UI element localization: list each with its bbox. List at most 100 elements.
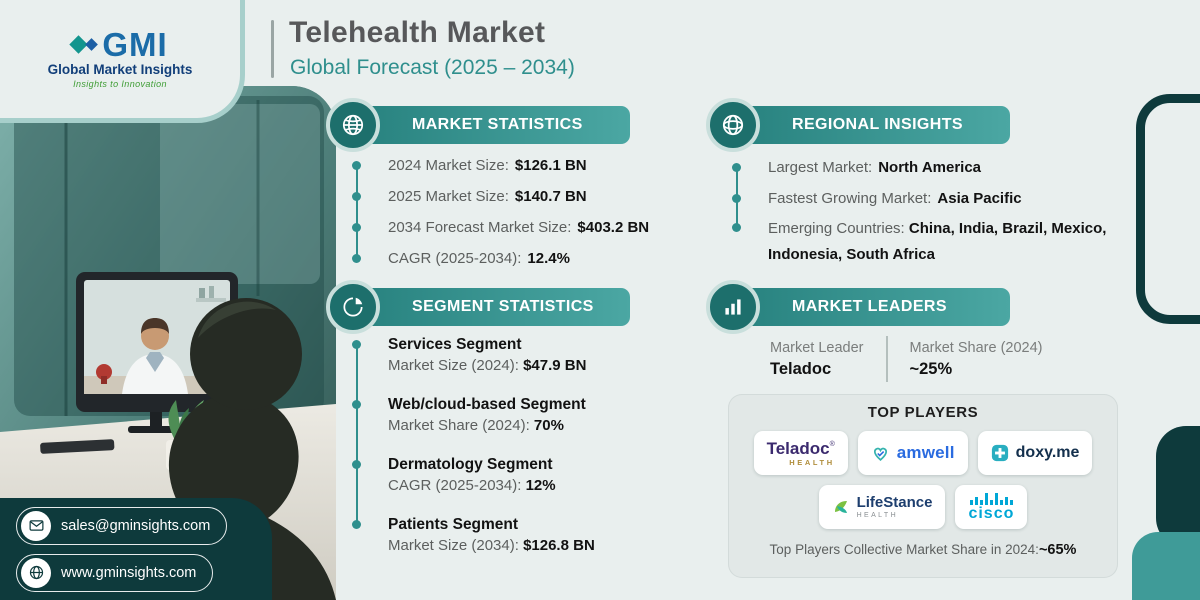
regional-insights-title: REGIONAL INSIGHTS: [792, 116, 963, 133]
regional-value: Asia Pacific: [937, 190, 1022, 207]
decorative-teal-shape: [1132, 532, 1200, 600]
cisco-bars-icon: [970, 493, 1014, 505]
market-stat-item: 2025 Market Size: $140.7 BN: [352, 181, 662, 212]
stat-value: $403.2 BN: [577, 219, 650, 236]
stat-value: $126.1 BN: [514, 157, 587, 174]
stat-label: 2025 Market Size:: [388, 188, 509, 205]
amwell-heart-icon: [873, 447, 887, 461]
top-players-row-2: LifeStance HEALTH cisco: [728, 485, 1118, 529]
regional-value: North America: [878, 159, 982, 176]
market-leaders-title: MARKET LEADERS: [792, 298, 947, 315]
segment-name: Web/cloud-based Segment: [388, 396, 586, 413]
lifestance-logo-text: LifeStance: [856, 494, 933, 511]
regional-label: Fastest Growing Market:: [768, 190, 932, 207]
market-statistics-header: MARKET STATISTICS: [326, 98, 630, 152]
lifestance-logo: LifeStance HEALTH: [818, 485, 946, 529]
gmi-logo-text: GMI: [102, 25, 168, 63]
segment-item: Dermatology Segment CAGR (2025-2034): 12…: [352, 454, 672, 497]
segment-label: CAGR (2025-2034):: [388, 477, 522, 494]
top-players-title: TOP PLAYERS: [867, 404, 979, 421]
market-statistics-globe-icon: [326, 98, 380, 152]
market-leaders-header: MARKET LEADERS: [706, 280, 1010, 334]
market-leader-block: Market Leader Teladoc: [770, 340, 864, 379]
segment-label: Market Size (2034):: [388, 537, 519, 554]
regional-value: China, India, Brazil, Mexico, Indonesia,…: [768, 220, 1107, 263]
cisco-logo: cisco: [955, 485, 1028, 529]
stat-value: 12.4%: [527, 250, 570, 267]
market-share-label: Market Share (2024): [909, 339, 1043, 356]
segment-statistics-header: SEGMENT STATISTICS: [326, 280, 630, 334]
market-statistics-list: 2024 Market Size: $126.1 BN 2025 Market …: [352, 150, 662, 274]
contact-bar: sales@gminsights.com www.gminsights.com: [0, 498, 272, 600]
segment-item: Patients Segment Market Size (2034): $12…: [352, 514, 672, 557]
doxyme-logo-text: doxy.me: [1015, 444, 1080, 461]
amwell-logo-text: amwell: [896, 443, 955, 462]
segment-value: 12%: [525, 477, 556, 494]
teladoc-registered-mark: ®: [829, 440, 835, 448]
regional-item: Largest Market: North America: [732, 152, 1112, 183]
regional-label: Largest Market:: [768, 159, 873, 176]
regional-item: Emerging Countries: China, India, Brazil…: [732, 214, 1112, 268]
regional-insights-header: REGIONAL INSIGHTS: [706, 98, 1010, 152]
lifestance-leaf-icon: [834, 501, 847, 513]
contact-email-link[interactable]: sales@gminsights.com: [16, 506, 228, 545]
segment-label: Market Share (2024):: [388, 417, 530, 434]
segment-label: Market Size (2024):: [388, 357, 519, 374]
segment-value: $126.8 BN: [523, 537, 595, 554]
regional-label: Emerging Countries:: [768, 220, 905, 237]
decorative-dark-shape: [1156, 426, 1200, 548]
segment-value: $47.9 BN: [523, 357, 587, 374]
gmi-logo-name: Global Market Insights: [47, 61, 193, 77]
top-players-card: TOP PLAYERS Teladoc ® HEALTH amwell doxy.…: [728, 394, 1118, 578]
teladoc-logo-subtext: HEALTH: [789, 457, 835, 467]
cisco-logo-text: cisco: [968, 505, 1015, 522]
gmi-logo-row: GMI: [69, 25, 168, 63]
segment-item: Web/cloud-based Segment Market Share (20…: [352, 394, 672, 437]
teladoc-logo-text: Teladoc: [766, 438, 830, 458]
stat-label: CAGR (2025-2034):: [388, 250, 522, 267]
market-stat-item: 2024 Market Size: $126.1 BN: [352, 150, 662, 181]
top-players-footer-label: Top Players Collective Market Share in 2…: [769, 542, 1039, 557]
teladoc-logo: Teladoc ® HEALTH: [753, 431, 848, 475]
contact-website-link[interactable]: www.gminsights.com: [16, 553, 214, 592]
regional-item: Fastest Growing Market: Asia Pacific: [732, 183, 1112, 214]
contact-website-text: www.gminsights.com: [61, 564, 197, 581]
stat-label: 2024 Market Size:: [388, 157, 509, 174]
market-leaders-chart-icon: [706, 280, 760, 334]
page-title: Telehealth Market: [289, 16, 546, 49]
globe-icon: [21, 557, 51, 588]
lifestance-logo-subtext: HEALTH: [856, 512, 899, 519]
gmi-logo-tagline: Insights to Innovation: [73, 78, 167, 89]
title-divider: [271, 20, 274, 78]
market-share-value: ~25%: [909, 359, 953, 378]
regional-insights-list: Largest Market: North America Fastest Gr…: [732, 152, 1112, 268]
top-players-row-1: Teladoc ® HEALTH amwell doxy.me: [728, 431, 1118, 475]
market-statistics-title: MARKET STATISTICS: [412, 116, 583, 133]
page-subtitle: Global Forecast (2025 – 2034): [290, 56, 575, 79]
top-players-footer-value: ~65%: [1038, 542, 1077, 558]
doxyme-mark-icon: [991, 444, 1008, 462]
market-leaders-summary: Market Leader Teladoc Market Share (2024…: [770, 336, 1042, 382]
market-leader-value: Teladoc: [770, 359, 832, 378]
stat-value: $140.7 BN: [514, 188, 587, 205]
market-share-block: Market Share (2024) ~25%: [910, 340, 1043, 379]
market-stat-item: CAGR (2025-2034): 12.4%: [352, 243, 662, 274]
email-icon: [21, 510, 51, 541]
top-players-footer: Top Players Collective Market Share in 2…: [728, 542, 1118, 558]
segment-statistics-title: SEGMENT STATISTICS: [412, 298, 594, 315]
segment-statistics-pie-icon: [326, 280, 380, 334]
segment-name: Patients Segment: [388, 516, 519, 533]
amwell-logo: amwell: [857, 431, 968, 475]
contact-email-text: sales@gminsights.com: [61, 517, 211, 534]
segment-value: 70%: [533, 417, 564, 434]
segment-item: Services Segment Market Size (2024): $47…: [352, 334, 672, 377]
doxyme-logo: doxy.me: [977, 431, 1093, 475]
segment-name: Dermatology Segment: [388, 456, 553, 473]
stat-label: 2034 Forecast Market Size:: [388, 219, 572, 236]
market-leader-label: Market Leader: [770, 339, 864, 356]
segment-statistics-list: Services Segment Market Size (2024): $47…: [352, 334, 672, 574]
gmi-logo: GMI Global Market Insights Insights to I…: [0, 0, 245, 123]
regional-insights-globe-icon: [706, 98, 760, 152]
leaders-divider: [885, 336, 888, 382]
